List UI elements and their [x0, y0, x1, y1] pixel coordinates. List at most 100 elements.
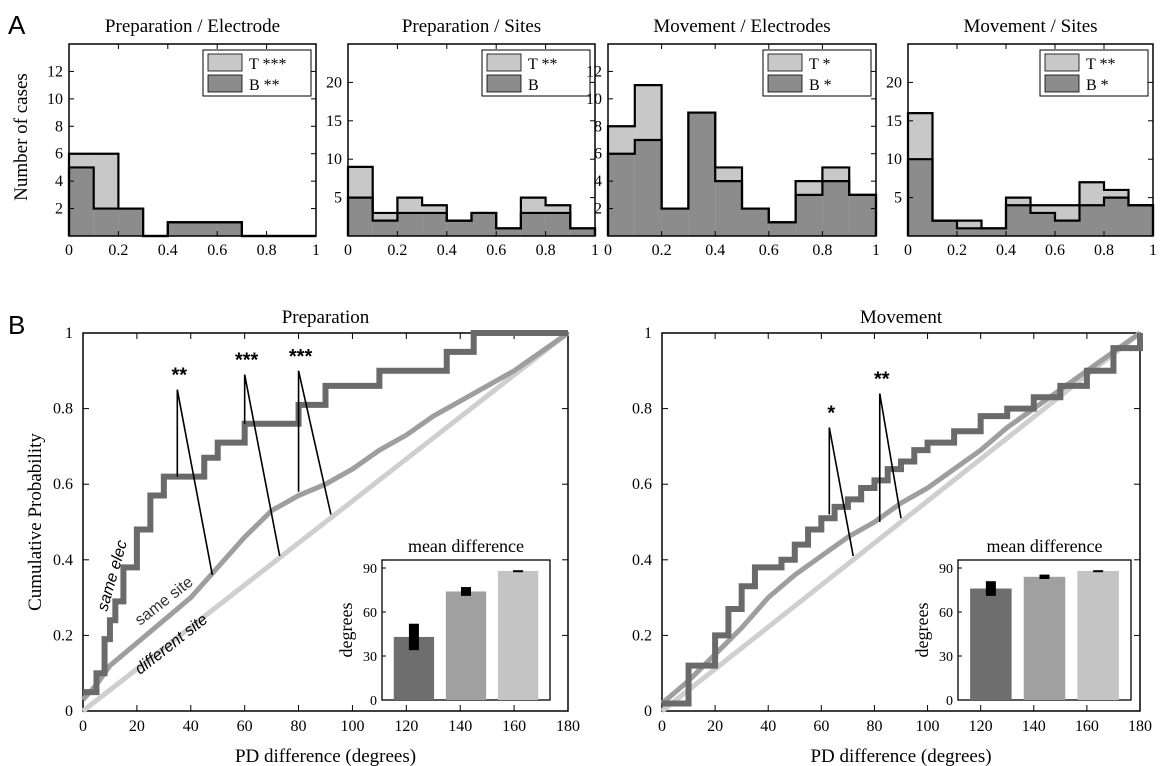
inset-error-bar	[513, 570, 524, 573]
histogram-bar	[1079, 205, 1104, 236]
x-tick-label: 40	[760, 718, 776, 735]
y-tick-label: 20	[326, 74, 342, 91]
legend-swatch	[486, 53, 522, 72]
x-tick-label: 80	[866, 718, 882, 735]
legend-label: T **	[528, 56, 557, 73]
histogram-outline	[906, 158, 1155, 236]
legend-swatch	[1044, 74, 1080, 93]
x-tick-label: 0.2	[652, 242, 672, 259]
histogram-bar	[69, 167, 94, 236]
cdf-line-same-elec	[83, 330, 568, 696]
y-tick-label: 4	[594, 173, 602, 190]
significance-line	[297, 370, 332, 515]
histogram-bar	[715, 181, 742, 236]
significance-label: ***	[235, 350, 259, 372]
y-tick-label: 1	[644, 325, 652, 342]
x-tick-label: 0.4	[158, 242, 178, 259]
histogram-bar	[1055, 220, 1080, 236]
histogram-frame	[347, 43, 596, 237]
cdf-line-same-site	[81, 330, 570, 702]
legend-label: B *	[1086, 77, 1109, 94]
y-tick-label: 1	[65, 325, 73, 342]
cdf-panel-preparation: Preparation PD difference (degrees) Cumula…	[25, 307, 580, 766]
y-tick-label: 12	[586, 63, 602, 80]
legend-swatch	[486, 74, 522, 93]
x-tick-label: 0	[344, 242, 352, 259]
histogram-bar	[217, 222, 242, 236]
histogram-frame	[607, 43, 877, 237]
inset-tick-label: 60	[939, 606, 953, 621]
inset-tick-label: 60	[363, 606, 377, 621]
histogram-title: Preparation / Sites	[402, 16, 541, 37]
histogram-bar	[545, 212, 571, 236]
x-tick-label: 0	[604, 242, 612, 259]
histogram-bar	[634, 140, 662, 236]
legend-swatch	[1044, 53, 1080, 72]
cdf-panel-movement: Movement PD difference (degrees) 0 20 40 60 80…	[632, 307, 1152, 766]
cdf-xlabel: PD difference (degrees)	[235, 746, 416, 766]
x-tick-label: 120	[394, 718, 418, 735]
histogram-bar	[192, 222, 218, 236]
inset-ylabel: degrees	[336, 603, 356, 658]
y-tick-label: 5	[334, 190, 342, 207]
histogram-bar	[471, 212, 497, 236]
y-tick-label: 4	[55, 173, 63, 190]
inset-tick-label: 0	[946, 694, 953, 709]
legend-swatch	[207, 74, 243, 93]
legend-label: B	[528, 77, 539, 94]
inset-tick-label: 90	[939, 562, 953, 577]
x-tick-label: 20	[129, 718, 145, 735]
inset-tick-label: 30	[363, 650, 377, 665]
y-tick-label: 6	[55, 146, 63, 163]
x-tick-label: 0	[65, 242, 73, 259]
histogram-frame	[907, 43, 1154, 237]
significance-line	[243, 374, 281, 557]
histogram-bar	[957, 228, 982, 236]
y-tick-label: 6	[594, 146, 602, 163]
inset-error-bar	[408, 623, 419, 651]
x-tick-label: 0	[904, 242, 912, 259]
cdf-line-same-elec	[662, 333, 1143, 707]
x-tick-label: 0.6	[486, 242, 506, 259]
x-tick-label: 1	[872, 242, 880, 259]
significance-label: ***	[289, 346, 313, 368]
x-tick-label: 0.2	[387, 242, 407, 259]
x-tick-label: 120	[969, 718, 993, 735]
x-tick-label: 0.8	[536, 242, 556, 259]
panel-a-letter: A	[8, 10, 26, 40]
y-tick-label: 0.4	[632, 552, 652, 569]
inset-error-bar	[461, 587, 471, 596]
y-tick-label: 10	[47, 91, 63, 108]
significance-line	[176, 389, 214, 576]
inset-bar	[497, 570, 539, 700]
inset-bar-chart: mean difference degrees 0 30 60 90	[336, 536, 551, 709]
cdf-xlabel: PD difference (degrees)	[810, 746, 991, 766]
significance-label: **	[874, 368, 890, 390]
significance-label: **	[172, 365, 188, 387]
y-tick-label: 0.8	[53, 401, 73, 418]
x-tick-label: 0.8	[257, 242, 277, 259]
histogram-bar	[795, 194, 823, 236]
x-tick-label: 0.8	[812, 242, 832, 259]
legend-label: B *	[809, 77, 832, 94]
inset-error-bar	[1039, 574, 1050, 579]
y-tick-label: 15	[886, 113, 902, 130]
histogram-bar	[167, 222, 193, 236]
legend-swatch	[767, 53, 803, 72]
legend-label: T ***	[249, 56, 286, 73]
x-tick-label: 180	[556, 718, 580, 735]
y-tick-label: 10	[886, 151, 902, 168]
panel-b-letter: B	[8, 310, 25, 340]
inset-error-bar	[1093, 570, 1104, 573]
inset-title: mean difference	[408, 536, 524, 556]
inset-bar	[1023, 576, 1066, 700]
y-tick-label: 0.4	[53, 552, 73, 569]
significance-label: *	[827, 403, 835, 425]
x-tick-label: 20	[707, 718, 723, 735]
histogram-bar	[981, 228, 1006, 236]
histogram-title: Movement / Electrodes	[653, 16, 830, 37]
legend-label: B **	[249, 77, 280, 94]
cdf-frame	[82, 332, 569, 712]
